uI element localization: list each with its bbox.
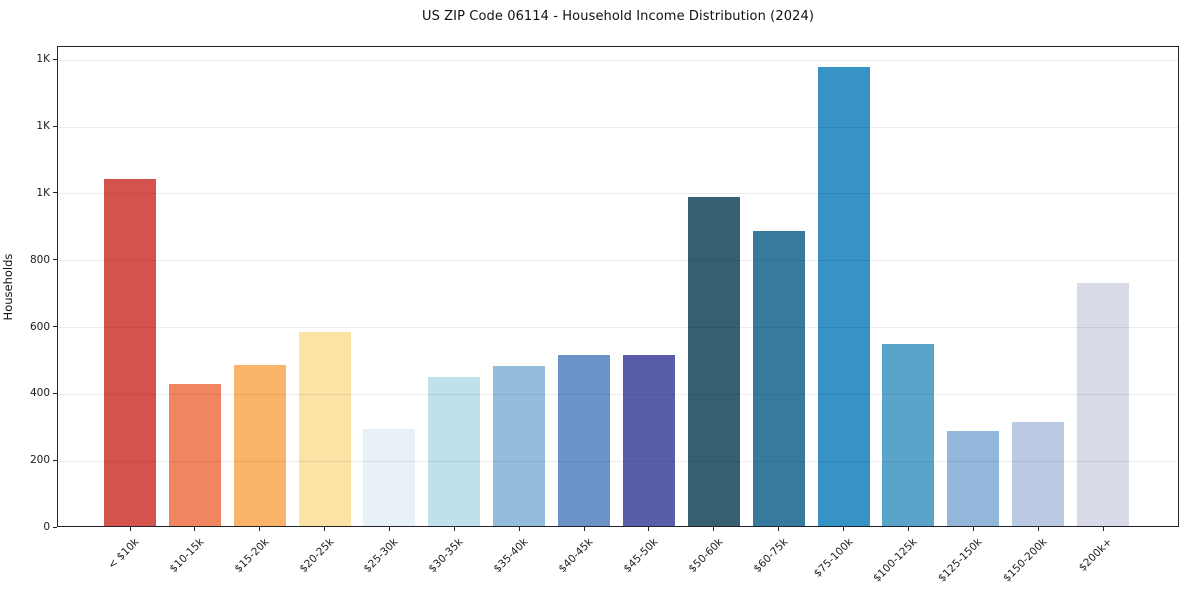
x-tick-label: $125-150k — [936, 536, 985, 585]
bar — [947, 431, 1000, 526]
y-tick-label: 1K — [36, 53, 50, 66]
x-tick-mark — [907, 527, 909, 531]
y-tick-label: 1K — [36, 120, 50, 133]
x-tick-mark — [518, 527, 520, 531]
bar — [493, 365, 546, 526]
bar — [168, 383, 221, 526]
x-tick-label: < $10k — [105, 536, 142, 572]
bar — [1077, 282, 1129, 526]
x-tick-mark — [453, 527, 455, 531]
gridline — [58, 126, 1178, 128]
x-tick-label: $60-75k — [751, 536, 791, 576]
bar — [558, 354, 611, 526]
y-tick-mark — [53, 526, 57, 528]
y-tick-label: 400 — [29, 387, 50, 400]
x-tick-mark — [843, 527, 845, 531]
y-tick-mark — [53, 259, 57, 261]
x-tick-label: $200k+ — [1076, 536, 1115, 574]
x-tick-mark — [972, 527, 974, 531]
x-tick-label: $150-200k — [1001, 536, 1050, 585]
x-tick-mark — [1102, 527, 1104, 531]
y-tick-mark — [53, 459, 57, 461]
x-tick-label: $30-35k — [426, 536, 466, 576]
x-tick-label: $40-45k — [556, 536, 596, 576]
y-tick-label: 200 — [29, 454, 50, 467]
x-tick-mark — [648, 527, 650, 531]
x-tick-mark — [194, 527, 196, 531]
bar — [298, 331, 351, 526]
bar — [233, 365, 286, 526]
x-tick-label: $20-25k — [296, 536, 337, 576]
bar — [882, 343, 935, 526]
x-tick-mark — [129, 527, 131, 531]
x-tick-mark — [324, 527, 326, 531]
x-tick-label: $75-100k — [811, 536, 856, 580]
gridline — [58, 59, 1178, 61]
x-tick-label: $15-20k — [232, 536, 272, 576]
y-tick-mark — [53, 125, 57, 127]
y-tick-label: 0 — [43, 521, 50, 533]
x-tick-label: $50-60k — [686, 536, 726, 576]
x-tick-mark — [713, 527, 715, 531]
x-tick-mark — [388, 527, 390, 531]
x-tick-label: $45-50k — [621, 536, 661, 576]
bar — [817, 66, 870, 526]
y-tick-label: 1K — [36, 186, 50, 199]
gridline — [58, 460, 1178, 462]
y-tick-label: 800 — [29, 253, 50, 266]
x-tick-label: $25-30k — [361, 536, 401, 576]
bar — [687, 196, 740, 526]
x-tick-label: $100-125k — [871, 536, 920, 585]
x-tick-mark — [778, 527, 780, 531]
bar — [1012, 422, 1065, 526]
gridline — [58, 260, 1178, 262]
plot-area — [57, 46, 1179, 527]
x-tick-label: $10-15k — [167, 536, 207, 576]
x-tick-mark — [259, 527, 261, 531]
x-tick-mark — [583, 527, 585, 531]
y-tick-mark — [53, 192, 57, 194]
gridline — [58, 193, 1178, 195]
y-tick-mark — [53, 58, 57, 60]
y-tick-label: 600 — [29, 320, 50, 333]
chart-title: US ZIP Code 06114 - Household Income Dis… — [421, 9, 815, 24]
y-tick-mark — [53, 326, 57, 328]
gridline — [58, 327, 1178, 329]
bar — [104, 178, 156, 526]
x-tick-mark — [1037, 527, 1039, 531]
bar — [363, 429, 416, 526]
gridline — [58, 393, 1178, 395]
bar — [622, 354, 675, 526]
y-tick-mark — [53, 392, 57, 394]
bar — [428, 376, 481, 526]
bar — [752, 230, 805, 526]
x-tick-label: $35-40k — [491, 536, 531, 576]
